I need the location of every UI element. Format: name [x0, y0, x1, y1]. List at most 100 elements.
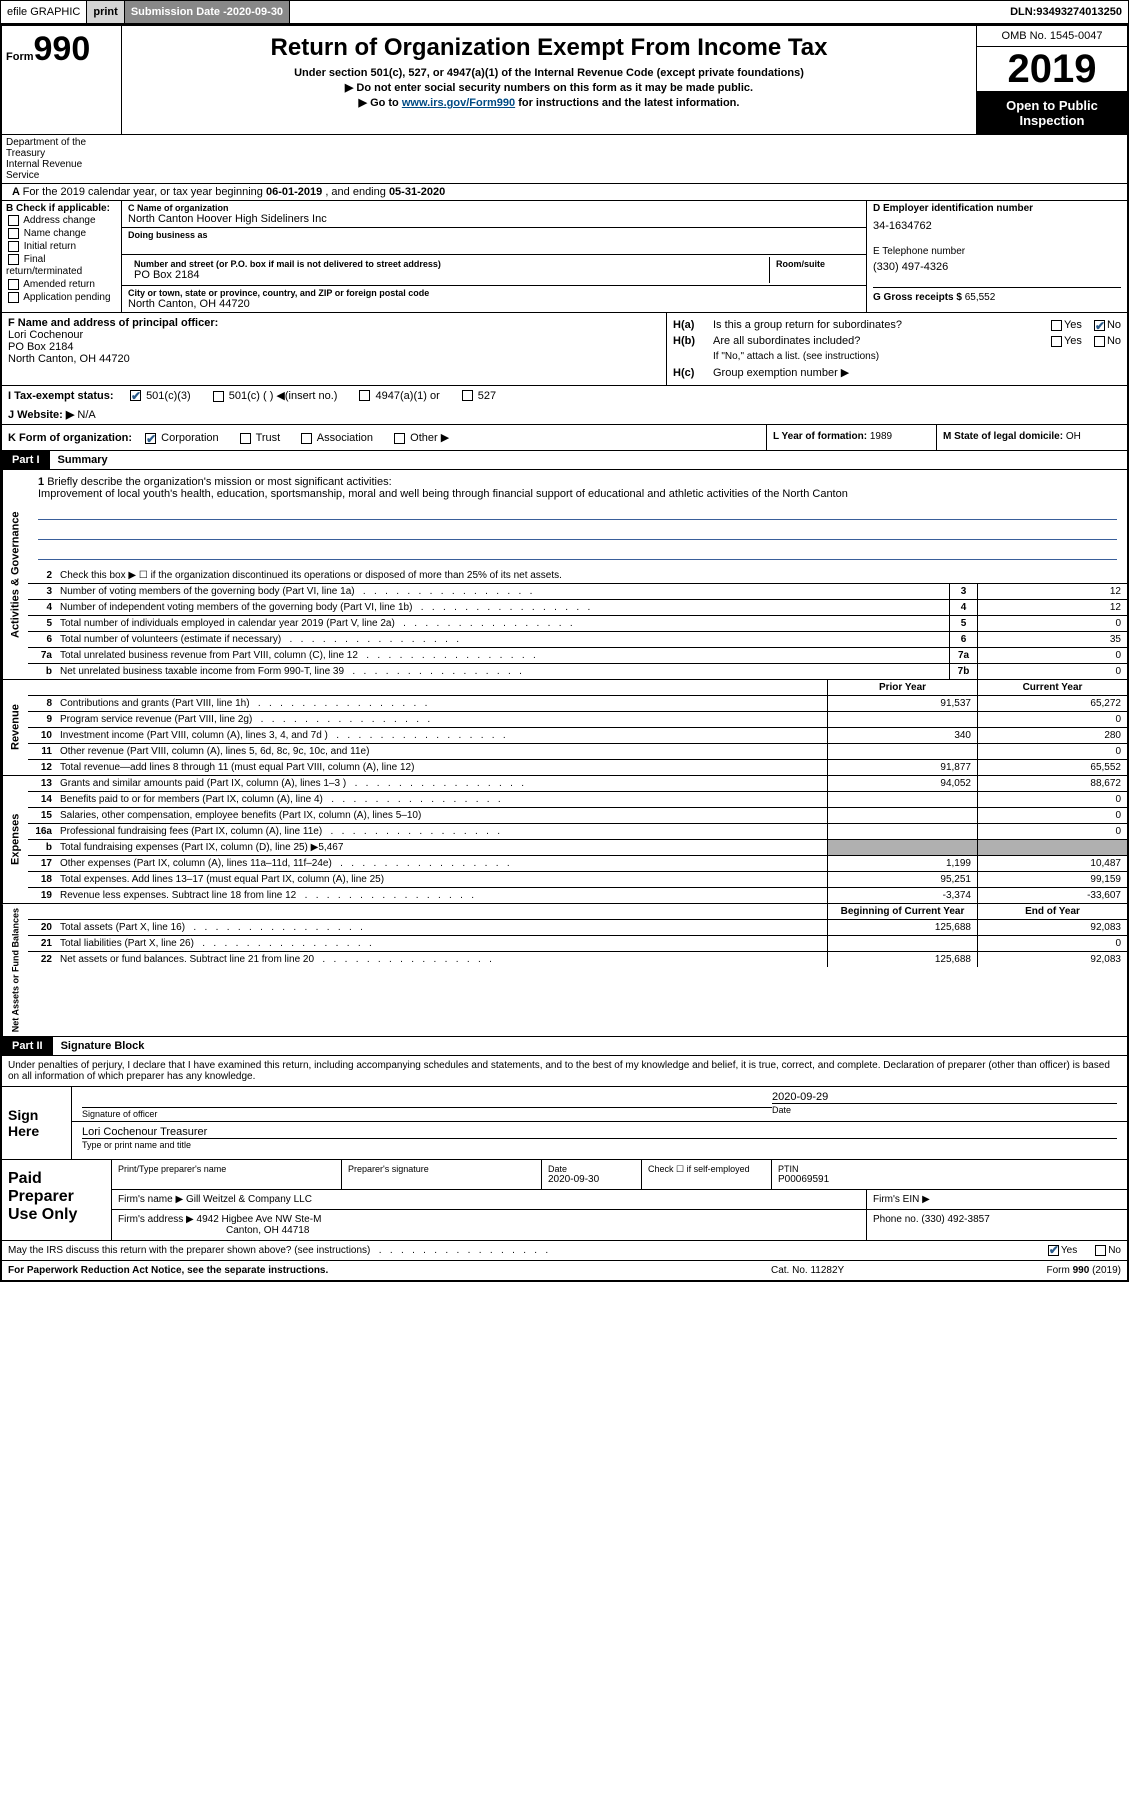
- ptin-label: PTIN: [778, 1164, 1121, 1174]
- chk-amended[interactable]: Amended return: [6, 278, 117, 291]
- line9: Program service revenue (Part VIII, line…: [56, 712, 827, 727]
- line2-text: Check this box ▶ ☐ if the organization d…: [56, 568, 1127, 583]
- part1-label: Part I: [2, 451, 50, 469]
- opt-4947[interactable]: 4947(a)(1) or: [357, 390, 439, 402]
- line17: Other expenses (Part IX, column (A), lin…: [56, 856, 827, 871]
- city-state-zip: North Canton, OH 44720: [128, 298, 860, 310]
- row-period: A For the 2019 calendar year, or tax yea…: [2, 184, 1127, 201]
- irs-label: Internal Revenue Service: [6, 159, 82, 181]
- chk-address[interactable]: Address change: [6, 214, 117, 227]
- irs-link[interactable]: www.irs.gov/Form990: [402, 97, 515, 109]
- opt-501c[interactable]: 501(c) ( ) ◀(insert no.): [211, 389, 338, 402]
- hb-note: If "No," attach a list. (see instruction…: [673, 349, 1121, 364]
- officer-label: F Name and address of principal officer:: [8, 317, 660, 329]
- hdr-current: Current Year: [977, 680, 1127, 695]
- footer: For Paperwork Reduction Act Notice, see …: [2, 1261, 1127, 1280]
- form-word: Form: [6, 51, 34, 63]
- header-left: Form990: [2, 26, 122, 134]
- col-f: F Name and address of principal officer:…: [2, 313, 667, 385]
- line1-text: Briefly describe the organization's miss…: [47, 476, 391, 488]
- footer-right: Form 990 (2019): [971, 1265, 1121, 1276]
- ha-yes[interactable]: Yes: [1049, 319, 1082, 331]
- opt-trust[interactable]: Trust: [238, 432, 281, 444]
- row-j: J Website: ▶ N/A: [2, 405, 1127, 425]
- side-governance: Activities & Governance: [2, 470, 28, 679]
- hdr-begin: Beginning of Current Year: [827, 904, 977, 919]
- opt-assoc[interactable]: Association: [299, 432, 373, 444]
- col-b: B Check if applicable: Address change Na…: [2, 201, 122, 312]
- chk-name[interactable]: Name change: [6, 227, 117, 240]
- phone-label: E Telephone number: [873, 246, 1121, 257]
- col-b-header: B Check if applicable:: [6, 203, 117, 214]
- firm-name: Gill Weitzel & Company LLC: [186, 1194, 312, 1205]
- line12: Total revenue—add lines 8 through 11 (mu…: [56, 760, 827, 775]
- may-no[interactable]: No: [1093, 1245, 1121, 1256]
- subtitle-2: ▶ Do not enter social security numbers o…: [130, 80, 968, 95]
- col-d: D Employer identification number 34-1634…: [867, 201, 1127, 312]
- ha-no[interactable]: No: [1092, 319, 1121, 331]
- prep-self-check[interactable]: Check ☐ if self-employed: [648, 1164, 765, 1175]
- col-l: L Year of formation: 1989: [767, 425, 937, 450]
- part1-header: Part I Summary: [2, 451, 1127, 470]
- side-revenue: Revenue: [2, 680, 28, 775]
- may-discuss-row: May the IRS discuss this return with the…: [2, 1241, 1127, 1261]
- line18: Total expenses. Add lines 13–17 (must eq…: [56, 872, 827, 887]
- chk-final[interactable]: Final return/terminated: [6, 253, 117, 277]
- mission-block: 1 Briefly describe the organization's mi…: [28, 470, 1127, 568]
- submission-date: Submission Date - 2020-09-30: [125, 1, 290, 23]
- chk-pending[interactable]: Application pending: [6, 291, 117, 304]
- header-right: OMB No. 1545-0047 2019 Open to PublicIns…: [977, 26, 1127, 134]
- line10: Investment income (Part VIII, column (A)…: [56, 728, 827, 743]
- period-begin: 06-01-2019: [266, 186, 322, 198]
- line16b: Total fundraising expenses (Part IX, col…: [56, 840, 827, 855]
- top-bar: efile GRAPHIC print Submission Date - 20…: [0, 0, 1129, 24]
- prep-date: 2020-09-30: [548, 1174, 635, 1185]
- opt-527[interactable]: 527: [460, 390, 496, 402]
- website-value: N/A: [77, 409, 95, 421]
- addr-cell: Number and street (or P.O. box if mail i…: [122, 255, 866, 286]
- line22: Net assets or fund balances. Subtract li…: [56, 952, 827, 967]
- opt-corp[interactable]: Corporation: [143, 432, 219, 444]
- line8: Contributions and grants (Part VIII, lin…: [56, 696, 827, 711]
- opt-501c3[interactable]: 501(c)(3): [128, 390, 191, 402]
- chk-initial[interactable]: Initial return: [6, 240, 117, 253]
- officer-addr2: North Canton, OH 44720: [8, 353, 660, 365]
- sig-officer-label: Signature of officer: [82, 1107, 772, 1119]
- city-cell: City or town, state or province, country…: [122, 286, 866, 312]
- ha-text: Is this a group return for subordinates?: [713, 319, 1049, 331]
- website-label: J Website: ▶: [8, 409, 74, 421]
- section-expenses: Expenses 13Grants and similar amounts pa…: [2, 776, 1127, 904]
- footer-left: For Paperwork Reduction Act Notice, see …: [8, 1265, 771, 1276]
- hb-yes[interactable]: Yes: [1049, 335, 1082, 347]
- open-public: Open to PublicInspection: [977, 92, 1127, 134]
- line5: Total number of individuals employed in …: [56, 616, 949, 631]
- efile-label: efile GRAPHIC: [1, 1, 87, 23]
- ein-value: 34-1634762: [873, 214, 1121, 246]
- part2-title: Signature Block: [53, 1037, 153, 1055]
- penalties-text: Under penalties of perjury, I declare th…: [2, 1056, 1127, 1087]
- period-a: A: [12, 186, 23, 198]
- line14: Benefits paid to or for members (Part IX…: [56, 792, 827, 807]
- prep-name-label: Print/Type preparer's name: [118, 1164, 335, 1174]
- officer-addr1: PO Box 2184: [8, 341, 660, 353]
- org-name-cell: C Name of organization North Canton Hoov…: [122, 201, 866, 228]
- firm-ein-label: Firm's EIN ▶: [873, 1194, 930, 1205]
- may-yes[interactable]: Yes: [1046, 1245, 1077, 1256]
- side-expenses: Expenses: [2, 776, 28, 903]
- sig-date: 2020-09-29: [772, 1091, 1117, 1103]
- hb-no[interactable]: No: [1092, 335, 1121, 347]
- part1-title: Summary: [50, 451, 116, 469]
- line11: Other revenue (Part VIII, column (A), li…: [56, 744, 827, 759]
- omb-number: OMB No. 1545-0047: [977, 26, 1127, 47]
- col-m: M State of legal domicile: OH: [937, 425, 1127, 450]
- opt-other[interactable]: Other ▶: [392, 432, 449, 444]
- gross-receipts: G Gross receipts $ 65,552: [873, 287, 1121, 303]
- hc-label: H(c): [673, 367, 713, 379]
- ha-label: H(a): [673, 319, 713, 331]
- row-i: I Tax-exempt status: 501(c)(3) 501(c) ( …: [2, 386, 1127, 405]
- print-button[interactable]: print: [87, 1, 124, 23]
- phone-value: (330) 497-4326: [873, 257, 1121, 287]
- sig-date-label: Date: [772, 1103, 1117, 1115]
- line4: Number of independent voting members of …: [56, 600, 949, 615]
- firm-name-label: Firm's name ▶: [118, 1194, 183, 1205]
